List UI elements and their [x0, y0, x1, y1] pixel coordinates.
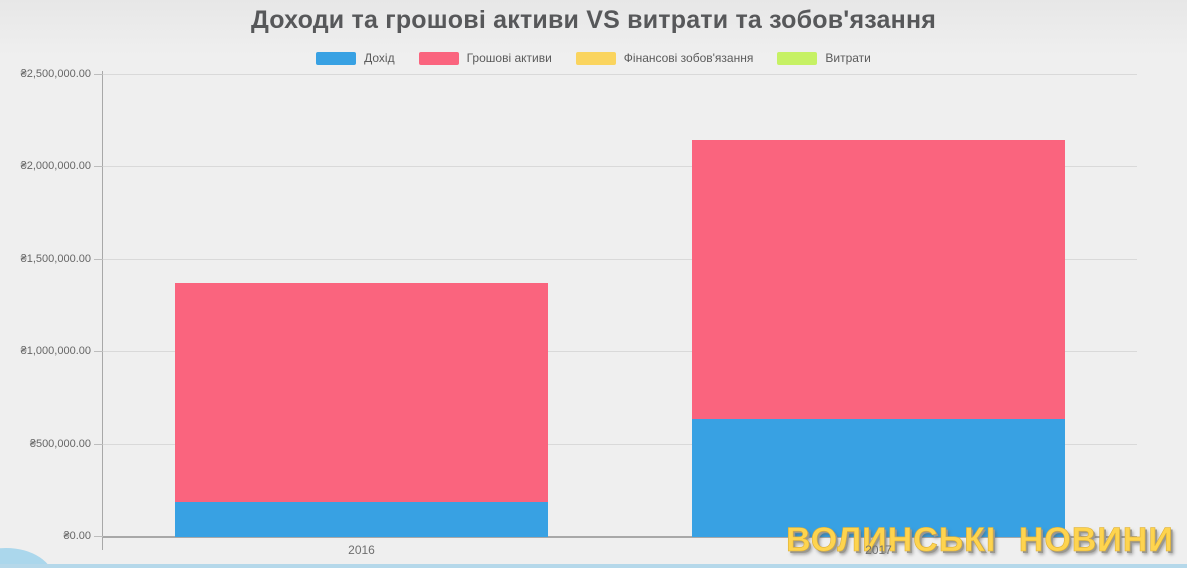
legend-label: Грошові активи	[466, 51, 552, 65]
bar-segment-2016-Дохід[interactable]	[175, 502, 548, 537]
y-tick-label: ₴2,000,000.00	[20, 160, 91, 173]
watermark-logo: ВОЛИНСЬКІ НОВИНИ	[786, 520, 1174, 560]
y-tick	[94, 166, 103, 168]
x-axis-line	[103, 536, 1137, 538]
y-tick	[94, 351, 103, 353]
y-tick-label: ₴1,000,000.00	[20, 345, 91, 358]
gridline	[103, 443, 1137, 445]
gridline	[103, 258, 1137, 260]
chart-title: Доходи та грошові активи VS витрати та з…	[250, 6, 937, 34]
legend-label: Витрати	[825, 51, 871, 65]
y-tick	[94, 443, 103, 445]
y-axis-line	[102, 71, 103, 550]
legend-item-3[interactable]: Витрати	[777, 51, 871, 65]
plot-area	[103, 74, 1137, 538]
x-tick-label-2016: 2016	[348, 543, 375, 557]
bar-segment-2017-Грошові активи[interactable]	[692, 140, 1065, 419]
legend-swatch-icon	[575, 51, 616, 65]
y-tick-label: ₴2,500,000.00	[20, 68, 91, 80]
legend: Дохід Грошові активи Фінансові зобов'язанн…	[0, 49, 1187, 67]
y-tick	[94, 258, 103, 260]
y-tick	[94, 74, 103, 75]
bar-segment-2016-Грошові активи[interactable]	[175, 283, 548, 502]
legend-swatch-icon	[777, 51, 818, 65]
gridline	[103, 166, 1137, 168]
y-tick-label: ₴1,500,000.00	[20, 252, 91, 265]
bottom-border	[0, 564, 1187, 568]
bar-segment-2017-Дохід[interactable]	[692, 419, 1065, 537]
legend-swatch-icon	[316, 51, 357, 65]
y-tick	[94, 536, 103, 537]
y-tick-label: ₴500,000.00	[29, 437, 91, 450]
legend-label: Фінансові зобов'язання	[623, 51, 754, 65]
x-tick-label-2017: 2017	[865, 543, 892, 557]
y-tick-label: ₴0.00	[63, 530, 91, 542]
legend-swatch-icon	[418, 51, 459, 65]
legend-label: Дохід	[364, 51, 395, 65]
legend-item-2[interactable]: Фінансові зобов'язання	[575, 51, 754, 65]
legend-item-1[interactable]: Грошові активи	[418, 51, 552, 65]
gridline	[103, 351, 1137, 353]
legend-item-0[interactable]: Дохід	[316, 51, 395, 65]
gridline	[103, 74, 1137, 75]
